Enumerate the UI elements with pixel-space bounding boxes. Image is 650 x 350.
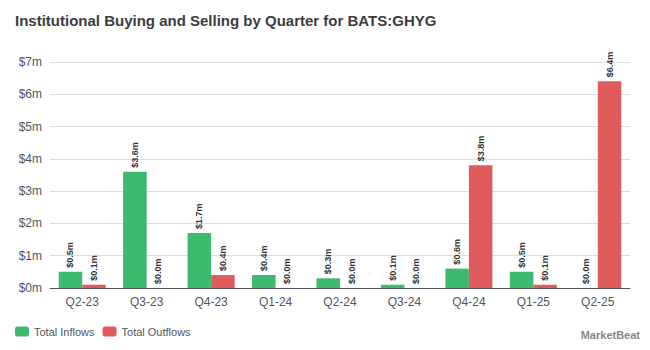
svg-text:Q2-25: Q2-25 [581,295,615,309]
svg-text:$0.1m: $0.1m [388,255,398,281]
svg-text:$2m: $2m [19,216,42,230]
svg-text:$0m: $0m [19,281,42,295]
svg-text:Total Inflows: Total Inflows [34,326,95,338]
svg-text:$0.0m: $0.0m [581,258,591,284]
svg-text:$0.4m: $0.4m [218,246,228,272]
svg-text:Q4-23: Q4-23 [194,295,228,309]
svg-text:Institutional Buying and Selli: Institutional Buying and Selling by Quar… [15,12,436,29]
svg-text:$3.6m: $3.6m [130,142,140,168]
svg-text:Q1-24: Q1-24 [259,295,293,309]
svg-text:$0.1m: $0.1m [540,255,550,281]
svg-text:$3.8m: $3.8m [476,136,486,162]
svg-text:$7m: $7m [19,55,42,69]
svg-text:$0.5m: $0.5m [65,242,75,268]
svg-text:$3m: $3m [19,184,42,198]
svg-text:$0.0m: $0.0m [282,258,292,284]
svg-text:$0.5m: $0.5m [517,242,527,268]
svg-text:$6.4m: $6.4m [605,52,615,78]
svg-text:Q1-25: Q1-25 [517,295,551,309]
svg-text:Q3-24: Q3-24 [388,295,422,309]
svg-text:$0.3m: $0.3m [323,249,333,275]
svg-text:Q3-23: Q3-23 [130,295,164,309]
svg-text:$6m: $6m [19,87,42,101]
svg-text:$0.4m: $0.4m [259,246,269,272]
svg-text:$0.0m: $0.0m [347,258,357,284]
svg-text:Q2-23: Q2-23 [66,295,100,309]
svg-text:$1.7m: $1.7m [194,204,204,230]
svg-text:$4m: $4m [19,152,42,166]
svg-text:Q4-24: Q4-24 [452,295,486,309]
svg-text:$0.1m: $0.1m [89,255,99,281]
svg-text:$0.6m: $0.6m [452,239,462,265]
svg-text:Total Outflows: Total Outflows [122,326,192,338]
svg-text:Q2-24: Q2-24 [323,295,357,309]
svg-text:$0.0m: $0.0m [411,258,421,284]
svg-text:MarketBeat: MarketBeat [581,329,641,341]
svg-text:$1m: $1m [19,249,42,263]
svg-text:$5m: $5m [19,120,42,134]
svg-text:$0.0m: $0.0m [153,258,163,284]
